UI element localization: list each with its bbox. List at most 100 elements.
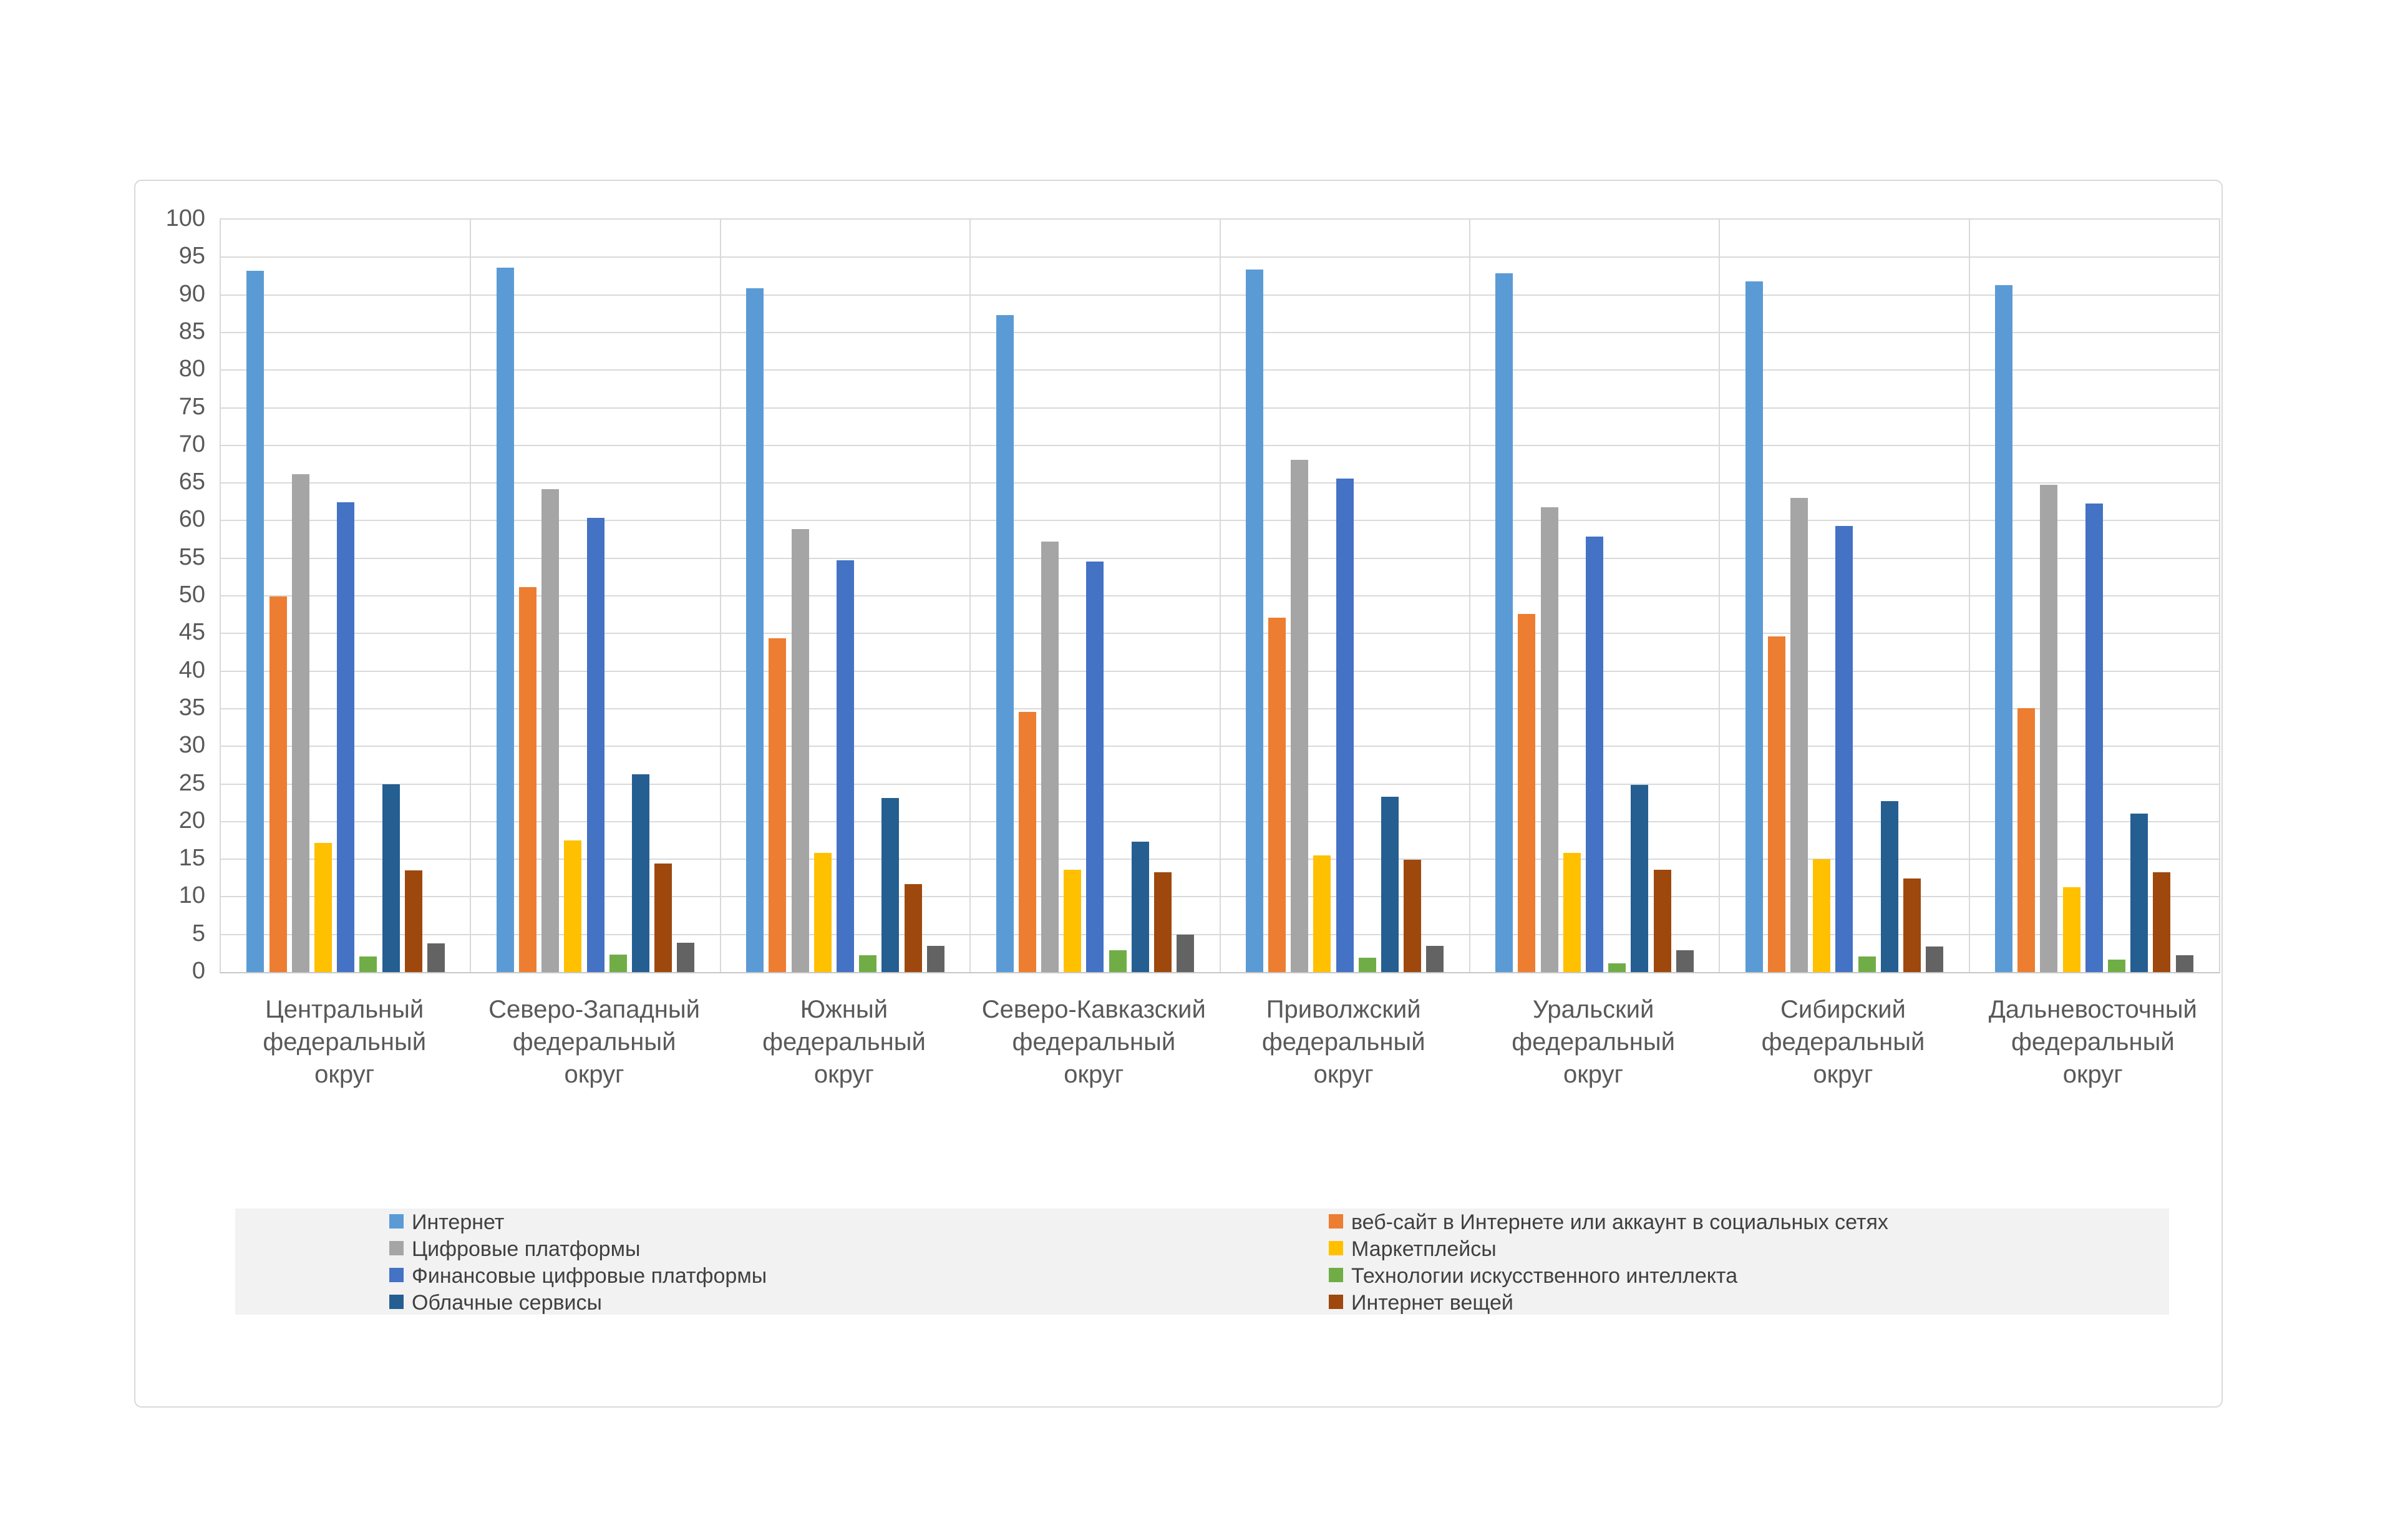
bar-series4-category5 <box>1313 855 1331 972</box>
x-category-label-line: Южный <box>800 996 888 1023</box>
bar-series6-category2 <box>609 955 627 972</box>
legend-marker-4 <box>1329 1241 1343 1255</box>
bar-series3-category7 <box>1790 498 1808 972</box>
bar-series9-category3 <box>926 945 944 972</box>
bar-series7-category3 <box>881 798 900 972</box>
bar-series4-category4 <box>1064 869 1082 972</box>
bar-series7-category7 <box>1880 801 1898 972</box>
bar-series4-category7 <box>1813 859 1831 972</box>
bar-series1-category7 <box>1745 281 1763 972</box>
bar-series7-category4 <box>1131 842 1149 972</box>
x-category-label-line: Северо-Западный <box>488 996 700 1023</box>
bar-series2-category5 <box>1268 617 1286 972</box>
gridline-category-separator <box>1968 220 1970 972</box>
x-category-label-line: округ <box>1313 1061 1374 1088</box>
bar-series6-category5 <box>1358 958 1376 972</box>
x-category-label-line: федеральный <box>1761 1028 1925 1056</box>
bar-series3-category5 <box>1291 459 1309 972</box>
x-category-label-line: федеральный <box>762 1028 926 1056</box>
x-category-label-5: Приволжский федеральный округ <box>1219 993 1469 1091</box>
bar-series8-category3 <box>904 883 922 972</box>
x-category-label-line: федеральный <box>512 1028 676 1056</box>
y-tick-label-45: 45 <box>178 619 205 646</box>
legend-marker-6 <box>1329 1268 1343 1282</box>
bar-series8-category4 <box>1153 872 1172 972</box>
gridline-category-separator <box>1469 220 1470 972</box>
bar-series5-category1 <box>337 502 355 972</box>
x-category-label-line: округ <box>2062 1061 2123 1088</box>
bar-series7-category2 <box>631 774 649 972</box>
bar-series7-category5 <box>1381 797 1399 972</box>
bar-series8-category6 <box>1653 869 1671 972</box>
bar-series6-category7 <box>1858 956 1876 972</box>
bar-series3-category4 <box>1041 542 1059 972</box>
bar-series6-category6 <box>1608 963 1626 972</box>
bar-series2-category1 <box>269 596 287 972</box>
bar-series1-category6 <box>1495 273 1513 972</box>
bar-series9-category8 <box>2175 955 2193 972</box>
bar-series7-category8 <box>2130 813 2148 972</box>
bar-series5-category8 <box>2085 503 2103 972</box>
y-tick-label-5: 5 <box>192 920 205 946</box>
y-tick-label-100: 100 <box>165 205 205 231</box>
bar-series5-category2 <box>586 517 604 972</box>
bar-series2-category3 <box>769 638 787 972</box>
legend-label-5: Финансовые цифровые платформы <box>412 1264 767 1288</box>
bar-series5-category3 <box>836 560 854 972</box>
bar-series9-category6 <box>1676 950 1694 972</box>
x-category-label-line: округ <box>813 1061 874 1088</box>
x-category-label-line: Центральный <box>265 996 424 1023</box>
x-category-label-1: Центральный федеральный округ <box>220 993 469 1091</box>
bar-series2-category4 <box>1018 711 1036 972</box>
bar-series3-category3 <box>791 528 809 972</box>
bar-series6-category1 <box>359 956 377 972</box>
bar-series5-category6 <box>1586 536 1604 972</box>
legend-label-8: Интернет вещей <box>1351 1291 1513 1315</box>
y-tick-label-15: 15 <box>178 845 205 872</box>
gridline-category-separator <box>1219 220 1221 972</box>
x-category-label-7: Сибирский федеральный округ <box>1718 993 1968 1091</box>
gridline-category-separator <box>470 220 472 972</box>
bar-series2-category7 <box>1767 636 1785 972</box>
bar-series5-category7 <box>1835 525 1853 972</box>
x-category-label-line: Уральский <box>1532 996 1654 1023</box>
y-tick-label-20: 20 <box>178 807 205 834</box>
y-tick-label-30: 30 <box>178 732 205 759</box>
y-tick-label-90: 90 <box>178 280 205 307</box>
bar-series5-category5 <box>1336 478 1354 972</box>
legend-marker-2 <box>1329 1214 1343 1229</box>
bar-series7-category1 <box>382 784 400 972</box>
bar-series3-category1 <box>291 474 309 972</box>
y-tick-label-95: 95 <box>178 243 205 270</box>
bar-series3-category8 <box>2040 484 2058 972</box>
x-category-label-line: федеральный <box>2011 1028 2175 1056</box>
bar-series1-category2 <box>496 268 514 972</box>
bar-series9-category4 <box>1177 934 1195 972</box>
bar-series1-category5 <box>1245 269 1263 972</box>
bar-series4-category2 <box>564 840 582 972</box>
y-tick-label-60: 60 <box>178 506 205 533</box>
x-category-label-line: федеральный <box>263 1028 427 1056</box>
bar-series1-category8 <box>1995 285 2012 972</box>
bar-series1-category4 <box>996 315 1014 972</box>
gridline-category-separator <box>1719 220 1721 972</box>
x-category-label-line: федеральный <box>1012 1028 1176 1056</box>
y-tick-label-70: 70 <box>178 431 205 457</box>
x-category-label-line: округ <box>1064 1061 1124 1088</box>
plot-area <box>220 218 2220 973</box>
bar-series9-category1 <box>427 943 445 972</box>
bar-series1-category3 <box>746 288 764 972</box>
chart-container: 0 5 10 15 20 25 30 35 40 45 50 55 60 65 70 75 80 85 90 95 10… <box>134 180 2223 1408</box>
x-category-label-6: Уральский федеральный округ <box>1469 993 1718 1091</box>
legend-marker-7 <box>389 1295 404 1309</box>
y-tick-label-85: 85 <box>178 318 205 344</box>
bar-series8-category8 <box>2153 872 2171 972</box>
y-tick-label-10: 10 <box>178 882 205 909</box>
legend-label-2: веб-сайт в Интернете или аккаунт в социа… <box>1351 1210 1888 1234</box>
y-tick-label-80: 80 <box>178 356 205 382</box>
legend-marker-1 <box>389 1214 404 1229</box>
legend-label-4: Маркетплейсы <box>1351 1237 1497 1261</box>
bar-series6-category8 <box>2108 959 2125 972</box>
x-category-label-line: Дальневосточный <box>1988 996 2197 1023</box>
